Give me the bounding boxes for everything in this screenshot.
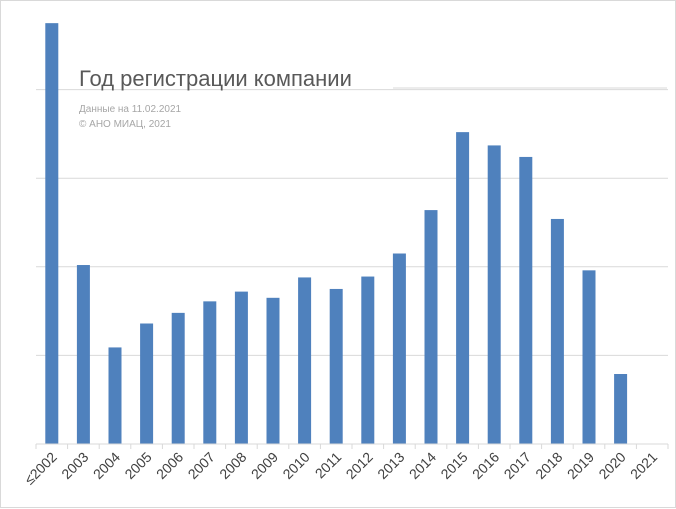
- bar-2011: [329, 288, 343, 444]
- bar-2004: [108, 347, 122, 444]
- chart-title: Год регистрации компании: [79, 66, 352, 91]
- bar-2019: [582, 270, 596, 444]
- x-tick-label-2008: 2008: [216, 449, 249, 482]
- bar-2007: [203, 301, 217, 444]
- x-tick-label-2018: 2018: [532, 449, 565, 482]
- bar-2009: [266, 297, 280, 444]
- x-tick-label-2007: 2007: [185, 449, 218, 482]
- x-tick-label-2006: 2006: [153, 449, 186, 482]
- bar-2015: [456, 132, 470, 445]
- bar-2008: [234, 291, 248, 444]
- bar-2010: [298, 277, 312, 444]
- x-tick-label-≤2002: ≤2002: [21, 449, 60, 488]
- x-tick-label-2017: 2017: [501, 449, 534, 482]
- x-tick-label-2021: 2021: [627, 449, 660, 482]
- bar-2003: [76, 265, 90, 444]
- x-tick-label-2013: 2013: [374, 449, 407, 482]
- x-tick-label-2016: 2016: [469, 449, 502, 482]
- bar-2013: [392, 253, 406, 444]
- bar-2017: [519, 156, 533, 444]
- bars: [45, 23, 628, 445]
- x-tick-label-2012: 2012: [343, 449, 376, 482]
- x-tick-label-2019: 2019: [564, 449, 597, 482]
- bar-2006: [171, 312, 185, 444]
- x-tick-label-2011: 2011: [312, 449, 345, 482]
- x-tick-label-2004: 2004: [90, 449, 123, 482]
- x-tick-label-2020: 2020: [595, 449, 628, 482]
- x-tick-label-2003: 2003: [58, 449, 91, 482]
- x-axis-labels: ≤200220032004200520062007200820092010201…: [21, 449, 660, 488]
- bar-2005: [140, 323, 154, 444]
- x-tick-label-2014: 2014: [406, 449, 439, 482]
- bar-≤2002: [45, 23, 59, 445]
- bar-2014: [424, 210, 438, 444]
- x-tick-label-2015: 2015: [437, 449, 470, 482]
- x-axis-ticks: [35, 444, 669, 449]
- x-tick-label-2010: 2010: [279, 449, 312, 482]
- bar-2016: [487, 145, 501, 444]
- bar-2020: [614, 374, 628, 444]
- chart-subtitle-date: Данные на 11.02.2021: [79, 104, 182, 115]
- bar-2012: [361, 276, 375, 444]
- x-tick-label-2009: 2009: [248, 449, 281, 482]
- x-tick-label-2005: 2005: [121, 449, 154, 482]
- bar-2018: [550, 218, 564, 444]
- chart-subtitle-copyright: © АНО МИАЦ, 2021: [79, 119, 171, 130]
